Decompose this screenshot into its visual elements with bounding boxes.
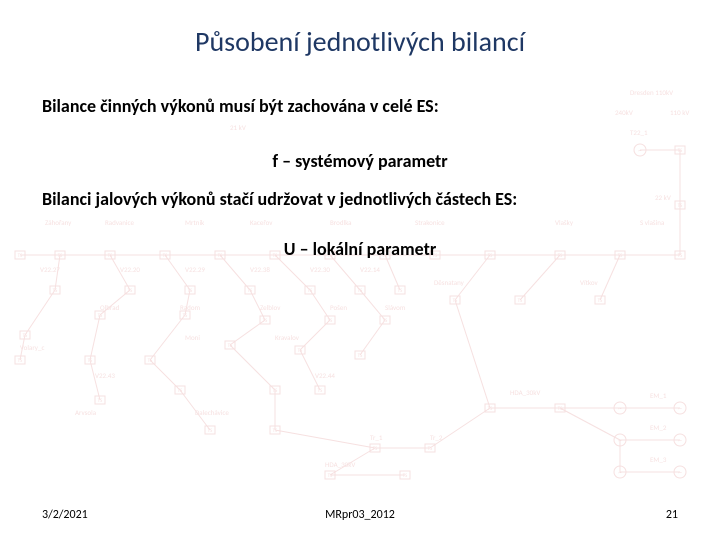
- text-line-4: U – lokální parametr: [0, 238, 720, 260]
- slide: TSTSTSTSTSTSTSTSTSTSTSTSTSTSTS~TSTSTSTST…: [0, 0, 720, 540]
- footer-page-number: 21: [666, 508, 678, 522]
- text-line-2: f – systémový parametr: [0, 150, 720, 172]
- content-layer: Působení jednotlivých bilancí Bilance či…: [0, 0, 720, 540]
- text-line-3: Bilanci jalových výkonů stačí udržovat v…: [42, 188, 517, 210]
- footer-center: MRpr03_2012: [0, 508, 720, 522]
- text-line-1: Bilance činných výkonů musí být zachován…: [42, 95, 439, 117]
- slide-title: Působení jednotlivých bilancí: [0, 24, 720, 59]
